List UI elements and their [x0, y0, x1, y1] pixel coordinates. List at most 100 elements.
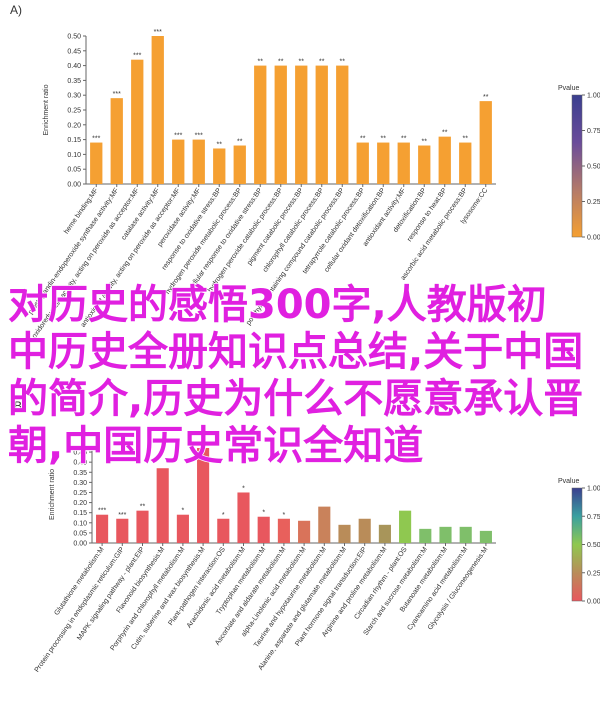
significance-label: **	[463, 136, 469, 143]
significance-label: ***	[174, 133, 182, 140]
bar	[237, 492, 250, 543]
y-tick-label: 0.30	[67, 93, 81, 100]
bar	[197, 448, 210, 543]
x-tick-label: Cutin, suberine and wax biosynthesis:M	[130, 546, 207, 651]
bar	[96, 514, 109, 543]
bar	[419, 528, 432, 543]
significance-label: *	[182, 508, 185, 515]
y-tick-label: 0.25	[67, 108, 81, 115]
panel-label: B)	[14, 399, 26, 413]
significance-label: ***	[98, 508, 106, 515]
bar	[438, 136, 451, 184]
bar	[176, 514, 189, 543]
significance-label: *	[262, 510, 265, 517]
x-tick-label: response to heat:BP	[406, 187, 448, 243]
y-tick-label: 0.50	[67, 34, 81, 41]
y-tick-label: 0.05	[67, 167, 81, 174]
bar	[110, 98, 123, 184]
colorbar-tick-label: 0.25	[587, 570, 600, 577]
y-tick-label: 0.00	[67, 182, 81, 189]
significance-label: **	[278, 59, 284, 66]
overlay-text: 对历史的感悟300字,人教版初	[8, 282, 547, 328]
significance-label: **	[381, 136, 387, 143]
y-tick-label: 0.10	[67, 152, 81, 159]
y-tick-label: 0.15	[73, 510, 87, 517]
bar	[377, 142, 390, 184]
bar	[217, 518, 230, 543]
significance-label: ***	[92, 136, 100, 143]
overlay-text: 朝,中国历史常识全知道	[8, 423, 423, 469]
y-tick-label: 0.35	[73, 470, 87, 477]
significance-label: **	[442, 130, 448, 137]
bar	[116, 518, 129, 543]
bar	[233, 145, 246, 184]
significance-label: ***	[118, 512, 126, 519]
colorbar-tick-label: 1.00	[587, 486, 600, 493]
bar	[397, 142, 410, 184]
bar	[295, 65, 308, 184]
significance-label: *	[222, 512, 225, 519]
y-axis-label: Enrichment ratio	[43, 84, 50, 135]
significance-label: **	[258, 59, 264, 66]
colorbar-title: Pvalue	[558, 85, 580, 92]
y-tick-label: 0.40	[67, 63, 81, 70]
significance-label: **	[422, 139, 428, 146]
colorbar-title: Pvalue	[558, 478, 580, 485]
y-tick-label: 0.30	[73, 480, 87, 487]
colorbar-tick-label: 0.00	[587, 599, 600, 606]
overlay-text: 中历史全册知识点总结,关于中国	[8, 329, 583, 375]
x-tick-label: hydrogen peroxide metabolic process:BP	[164, 187, 243, 296]
bar	[356, 142, 369, 184]
colorbar	[571, 94, 583, 238]
colorbar-tick-label: 0.00	[587, 235, 600, 242]
significance-label: *	[283, 512, 286, 519]
overlay-text: 的简介,历史为什么不愿意承认晋	[8, 376, 583, 422]
colorbar-tick-label: 0.75	[587, 514, 600, 521]
significance-label: **	[360, 136, 366, 143]
bar	[459, 142, 472, 184]
bar	[479, 530, 492, 543]
colorbar-tick-label: 1.00	[587, 93, 600, 100]
bar	[318, 506, 331, 543]
bar	[172, 139, 185, 184]
x-tick-label: Protein processing in endoplasmic reticu…	[34, 546, 127, 674]
bar	[338, 524, 351, 543]
colorbar-tick-label: 0.50	[587, 164, 600, 171]
significance-label: **	[340, 59, 346, 66]
significance-label: ***	[195, 133, 203, 140]
significance-label: ***	[133, 53, 141, 60]
bar	[277, 518, 290, 543]
colorbar-tick-label: 0.25	[587, 199, 600, 206]
bar	[90, 142, 103, 184]
colorbar	[571, 487, 583, 602]
significance-label: **	[217, 141, 223, 148]
bar	[257, 516, 270, 543]
x-tick-label: Porphyrin and chlorophyll metabolism:M	[109, 546, 186, 652]
bar	[479, 101, 492, 184]
y-axis-label: Enrichment ratio	[49, 469, 56, 520]
panel-label: A)	[10, 3, 22, 17]
bar	[213, 148, 226, 184]
y-tick-label: 0.20	[73, 500, 87, 507]
x-tick-label: hydrogen peroxide catabolic process:BP	[207, 187, 285, 294]
y-tick-label: 0.45	[73, 450, 87, 457]
y-tick-label: 0.40	[73, 460, 87, 467]
significance-label: ***	[154, 29, 162, 36]
bar	[136, 510, 149, 543]
bar	[274, 65, 287, 184]
bar	[192, 139, 205, 184]
colorbar-tick-label: 0.50	[587, 542, 600, 549]
y-tick-label: 0.10	[73, 520, 87, 527]
y-tick-label: 0.45	[67, 48, 81, 55]
y-tick-label: 0.20	[67, 122, 81, 129]
bar	[399, 510, 412, 543]
significance-label: **	[299, 59, 305, 66]
bar	[336, 65, 349, 184]
significance-label: **	[140, 504, 146, 511]
bar	[418, 145, 431, 184]
y-tick-label: 0.15	[67, 137, 81, 144]
bar	[298, 520, 311, 543]
colorbar-tick-label: 0.75	[587, 128, 600, 135]
significance-label: **	[401, 136, 407, 143]
